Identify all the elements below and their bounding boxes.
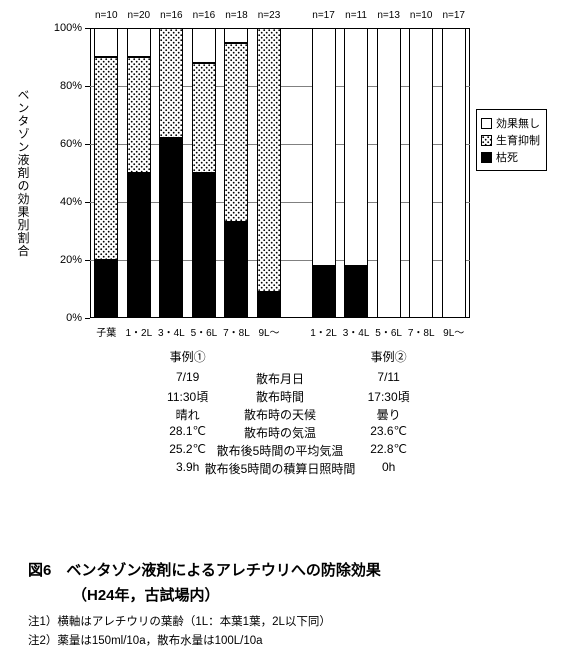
y-axis-title: ベンタゾン液剤の効果別割合 <box>15 89 32 258</box>
info-left: 7/19 <box>176 370 199 384</box>
info-mid: 散布後5時間の積算日照時間 <box>205 460 356 477</box>
x-tick-label: 1・2L <box>310 324 337 339</box>
info-right: 7/11 <box>377 370 399 384</box>
bar-segment-black <box>257 292 281 318</box>
info-left: 晴れ <box>176 406 200 423</box>
legend-label: 生育抑制 <box>496 132 540 148</box>
y-tick-label: 100% <box>42 22 82 34</box>
n-label: n=10 <box>95 10 118 21</box>
bar-segment-white <box>312 28 336 266</box>
info-right: 23.6℃ <box>370 424 407 438</box>
info-left: 11:30頃 <box>167 388 208 405</box>
bar <box>159 28 183 318</box>
legend-swatch <box>481 152 492 163</box>
x-tick-label: 9L～ <box>443 324 464 339</box>
n-label: n=16 <box>193 10 216 21</box>
bar-segment-black <box>224 222 248 318</box>
y-tick-label: 0% <box>42 312 82 324</box>
legend-label: 効果無し <box>496 115 540 131</box>
bar <box>257 28 281 318</box>
bar-segment-white <box>442 28 466 318</box>
legend: 効果無し生育抑制枯死 <box>476 109 547 171</box>
info-left: 3.9h <box>176 460 199 474</box>
bar <box>344 28 368 318</box>
y-tick-label: 60% <box>42 138 82 150</box>
bar-segment-dots <box>192 63 216 173</box>
n-label: n=13 <box>377 10 400 21</box>
x-tick-label: 子葉 <box>96 324 116 339</box>
info-mid: 散布月日 <box>256 370 304 387</box>
bar-segment-black <box>94 260 118 318</box>
x-tick-label: 9L～ <box>258 324 279 339</box>
n-label: n=18 <box>225 10 248 21</box>
bar-segment-white <box>224 28 248 43</box>
info-left: 28.1℃ <box>169 424 206 438</box>
x-tick-label: 3・4L <box>343 324 370 339</box>
n-label: n=17 <box>312 10 335 21</box>
x-tick-label: 7・8L <box>408 324 435 339</box>
legend-item: 枯死 <box>481 149 540 165</box>
n-label: n=11 <box>345 10 367 21</box>
bar-segment-white <box>94 28 118 57</box>
bar <box>94 28 118 318</box>
info-mid: 散布時間 <box>256 388 304 405</box>
bar-segment-white <box>344 28 368 266</box>
bar-segment-black <box>159 138 183 318</box>
bar <box>192 28 216 318</box>
info-mid: 散布後5時間の平均気温 <box>217 442 344 459</box>
info-mid: 散布時の気温 <box>244 424 316 441</box>
y-tick-label: 20% <box>42 254 82 266</box>
figure-note-1: 注1）横軸はアレチウリの葉齢（1L：本葉1葉，2L以下同） <box>28 614 543 631</box>
info-left: 25.2℃ <box>169 442 206 456</box>
figure-title-line1: 図6 ベンタゾン液剤によるアレチウリへの防除効果 <box>28 560 543 581</box>
bar-segment-white <box>192 28 216 63</box>
x-tick-label: 1・2L <box>125 324 152 339</box>
info-right: 0h <box>382 460 395 474</box>
figure-note-2: 注2）薬量は150ml/10a，散布水量は100L/10a <box>28 633 543 650</box>
bar-segment-dots <box>94 57 118 260</box>
bar <box>409 28 433 318</box>
y-tick-label: 80% <box>42 80 82 92</box>
legend-item: 生育抑制 <box>481 132 540 148</box>
group-label: 事例② <box>371 348 407 365</box>
bar-segment-dots <box>224 43 248 223</box>
info-mid: 散布時の天候 <box>244 406 316 423</box>
x-tick-label: 7・8L <box>223 324 250 339</box>
bar <box>127 28 151 318</box>
bar <box>312 28 336 318</box>
legend-label: 枯死 <box>496 149 518 165</box>
bar-segment-black <box>127 173 151 318</box>
bar-segment-white <box>377 28 401 318</box>
legend-swatch <box>481 118 492 129</box>
bar-segment-white <box>409 28 433 318</box>
legend-swatch <box>481 135 492 146</box>
x-tick-label: 3・4L <box>158 324 185 339</box>
y-tick-label: 40% <box>42 196 82 208</box>
bar <box>442 28 466 318</box>
n-label: n=23 <box>258 10 281 21</box>
x-tick-label: 5・6L <box>191 324 218 339</box>
bar-segment-white <box>127 28 151 57</box>
legend-item: 効果無し <box>481 115 540 131</box>
bar-segment-dots <box>159 28 183 138</box>
bar <box>224 28 248 318</box>
figure-caption: 図6 ベンタゾン液剤によるアレチウリへの防除効果 （H24年，古試場内） 注1）… <box>28 556 543 651</box>
bar-segment-black <box>344 266 368 318</box>
x-tick-label: 5・6L <box>375 324 402 339</box>
bar-segment-dots <box>257 28 281 292</box>
bar <box>377 28 401 318</box>
n-label: n=16 <box>160 10 183 21</box>
n-label: n=17 <box>442 10 465 21</box>
bar-segment-black <box>312 266 336 318</box>
bar-segment-black <box>192 173 216 318</box>
info-right: 曇り <box>377 406 401 423</box>
info-right: 17:30頃 <box>368 388 410 405</box>
bar-segment-dots <box>127 57 151 173</box>
info-right: 22.8℃ <box>370 442 407 456</box>
n-label: n=10 <box>410 10 433 21</box>
n-label: n=20 <box>128 10 151 21</box>
group-label: 事例① <box>170 348 206 365</box>
figure-title-line2: （H24年，古試場内） <box>28 585 543 606</box>
